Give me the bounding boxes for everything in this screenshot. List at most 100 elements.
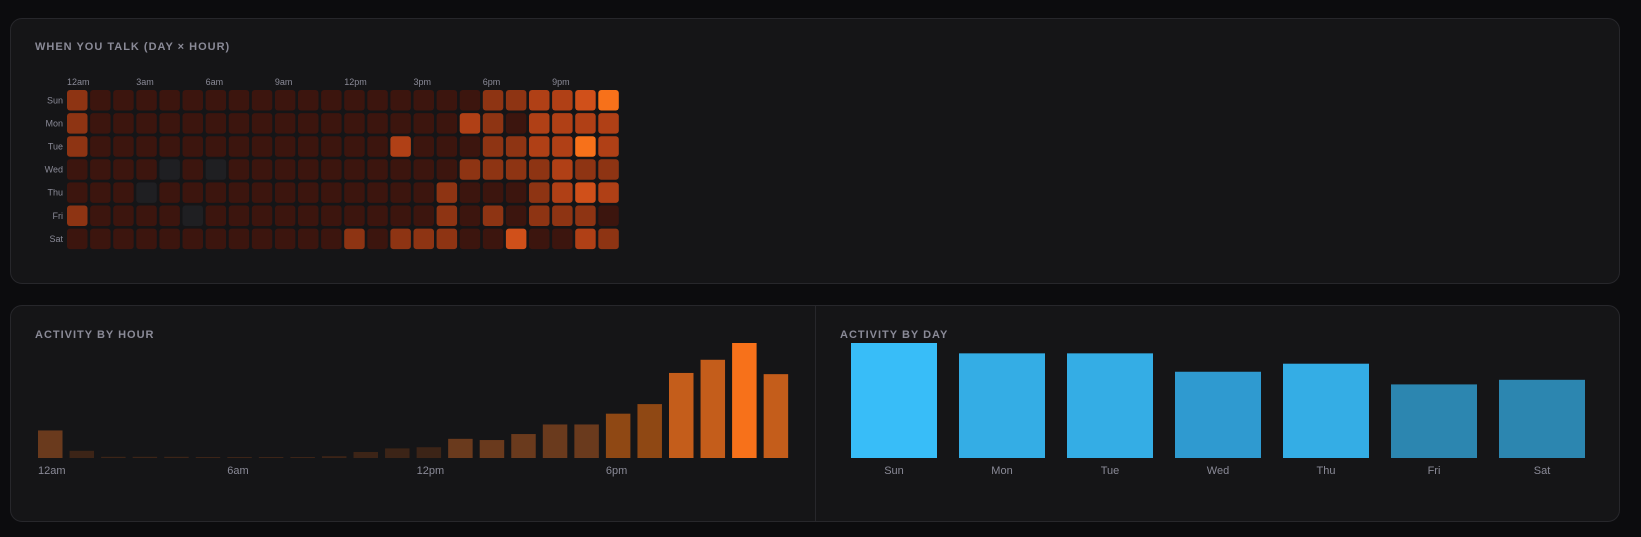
day-tick-label: Wed [1207, 465, 1229, 477]
heatmap-cell [321, 90, 342, 111]
heatmap-cell [90, 136, 111, 157]
heatmap-cell [90, 205, 111, 226]
heatmap-cell [159, 136, 180, 157]
heatmap-cell [159, 159, 180, 180]
hour-bar [290, 457, 315, 458]
hour-bar [101, 456, 126, 458]
day-tick-label: Sat [1534, 465, 1551, 477]
hour-bar [732, 343, 757, 458]
heatmap-cell [274, 182, 296, 203]
heatmap-cell [482, 90, 504, 111]
heatmap-cell [67, 136, 88, 157]
heatmap-cell [436, 113, 458, 134]
heatmap-cell [344, 205, 365, 226]
heatmap-cell [367, 182, 388, 203]
heatmap-cell [274, 159, 296, 180]
heatmap-cell [228, 205, 250, 226]
heatmap-cell [529, 136, 550, 157]
heatmap-day-label: Wed [45, 165, 63, 175]
heatmap-cell [459, 136, 481, 157]
heatmap-hour-label: 3am [136, 77, 154, 87]
heatmap-cell [552, 182, 573, 203]
heatmap-cell [436, 205, 458, 226]
heatmap-cell [529, 182, 550, 203]
heatmap-cell [251, 90, 273, 111]
heatmap-day-label: Sun [47, 95, 63, 105]
heatmap-cell [552, 136, 573, 157]
activity-by-day-chart: Sun Mon Tue Wed Thu Fri Sat [851, 343, 1585, 477]
heatmap-hour-label: 6pm [483, 77, 501, 87]
heatmap-cell [459, 159, 481, 180]
heatmap-cell [390, 90, 411, 111]
heatmap-cell [598, 228, 619, 250]
heatmap-cell [505, 159, 527, 180]
heatmap-cell [67, 205, 88, 226]
hour-bar [132, 456, 158, 458]
heatmap-cell [205, 159, 227, 180]
heatmap-cell [459, 90, 481, 111]
heatmap-cell [482, 182, 504, 203]
hour-bar [258, 457, 284, 458]
heatmap-cell [413, 136, 434, 157]
heatmap-cell [321, 113, 342, 134]
heatmap-cell [575, 113, 596, 134]
heatmap-cell [459, 228, 481, 250]
hour-bar [38, 430, 63, 458]
heatmap-cell [575, 136, 596, 157]
heatmap-cell [552, 228, 573, 250]
heatmap-cell [598, 159, 619, 180]
hour-bar [669, 372, 694, 458]
heatmap-cell [90, 90, 111, 111]
heatmap-day-label: Tue [48, 141, 63, 151]
heatmap-cell [413, 90, 434, 111]
day-bar [851, 343, 937, 458]
heatmap-cell [482, 113, 504, 134]
heatmap-cell [251, 205, 273, 226]
heatmap-cell [413, 113, 434, 134]
heatmap-cell [505, 113, 527, 134]
heatmap-cell [274, 205, 296, 226]
heatmap-cell [228, 113, 250, 134]
heatmap-cell [251, 159, 273, 180]
day-bar [1391, 384, 1477, 458]
heatmap-cell [390, 205, 411, 226]
heatmap-cell [298, 228, 319, 250]
heatmap-cell [251, 136, 273, 157]
heatmap-cell [228, 228, 250, 250]
heatmap-hour-label: 6am [206, 77, 224, 87]
heatmap-cell [136, 159, 157, 180]
heatmap-cell [390, 182, 411, 203]
heatmap-cell [598, 182, 619, 203]
heatmap-cell [436, 136, 458, 157]
day-tick-label: Mon [991, 465, 1012, 477]
heatmap-cell [136, 90, 157, 111]
heatmap-cell [205, 136, 227, 157]
hour-bar [385, 448, 410, 458]
heatmap-cell [205, 228, 227, 250]
heatmap-cell [113, 205, 134, 226]
heatmap-cell [413, 182, 434, 203]
day-tick-label: Thu [1317, 465, 1336, 477]
heatmap-cell [367, 205, 388, 226]
activity-panel: ACTIVITY BY HOUR 12am 6am 12pm 6pm ACTIVITY… [10, 305, 1620, 522]
heatmap-cell [205, 113, 227, 134]
heatmap-cell [459, 182, 481, 203]
heatmap-cell [182, 159, 203, 180]
heatmap-cell [113, 228, 134, 250]
heatmap-cell [552, 159, 573, 180]
heatmap-cell [436, 159, 458, 180]
heatmap-cell [344, 136, 365, 157]
heatmap-cell [321, 228, 342, 250]
day-bar [1283, 363, 1369, 458]
heatmap-cell [113, 90, 134, 111]
heatmap-cell [298, 182, 319, 203]
heatmap-cell [575, 205, 596, 226]
heatmap-cell [182, 136, 203, 157]
day-bar [1499, 379, 1585, 458]
heatmap-cell [136, 182, 157, 203]
heatmap-hour-label: 12am [67, 77, 90, 87]
heatmap-cell [552, 90, 573, 111]
day-hour-heatmap: 12am 3am 6am 9am 12pm 3pm 6pm 9pm Sun Mon Tue Wed Th… [45, 77, 619, 250]
heatmap-cell [67, 113, 88, 134]
heatmap-cell [90, 228, 111, 250]
